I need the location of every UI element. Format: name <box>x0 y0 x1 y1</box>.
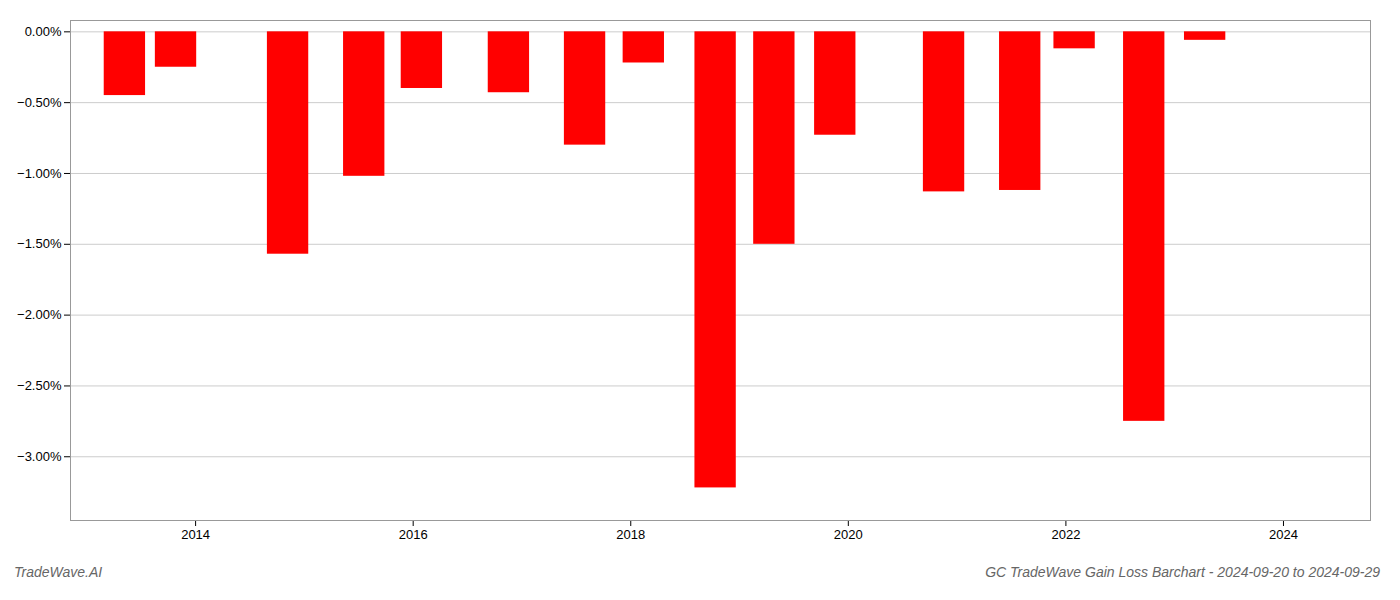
svg-text:−0.50%: −0.50% <box>17 95 62 110</box>
html-text:TradeWave.AI: TradeWave.AI <box>14 564 103 580</box>
svg-text:2014: 2014 <box>181 527 210 542</box>
svg-text:2022: 2022 <box>1051 527 1080 542</box>
svg-text:2016: 2016 <box>399 527 428 542</box>
svg-text:−2.50%: −2.50% <box>17 378 62 393</box>
svg-text:0.00%: 0.00% <box>25 24 62 39</box>
svg-text:−3.00%: −3.00% <box>17 449 62 464</box>
svg-text:2018: 2018 <box>616 527 645 542</box>
svg-text:−1.50%: −1.50% <box>17 236 62 251</box>
svg-text:2020: 2020 <box>834 527 863 542</box>
svg-text:−2.00%: −2.00% <box>17 307 62 322</box>
svg-text:−1.00%: −1.00% <box>17 166 62 181</box>
svg-text:2024: 2024 <box>1269 527 1298 542</box>
html-text:GC TradeWave Gain Loss Barchar: GC TradeWave Gain Loss Barchart - 2024-0… <box>985 564 1380 580</box>
